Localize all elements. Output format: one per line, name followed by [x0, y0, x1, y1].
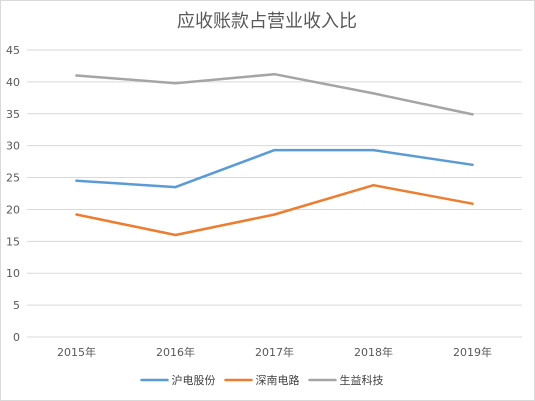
y-tick-label: 30 — [6, 140, 20, 153]
legend-label: 沪电股份 — [172, 373, 216, 387]
y-tick-label: 35 — [6, 108, 20, 121]
y-tick-label: 20 — [6, 203, 20, 216]
y-tick-label: 15 — [6, 235, 20, 248]
x-tick-label: 2015年 — [57, 345, 96, 359]
data-point — [273, 148, 276, 152]
y-tick-label: 10 — [6, 267, 20, 280]
data-point — [174, 81, 177, 85]
y-axis-ticks: 0 5 10 15 20 25 30 35 40 45 — [6, 44, 20, 344]
x-axis-ticks: 2015年 2016年 2017年 2018年 2019年 — [57, 345, 492, 359]
data-point — [372, 92, 375, 95]
data-point — [75, 179, 78, 182]
y-tick-label: 45 — [6, 44, 20, 57]
data-point — [273, 213, 276, 216]
data-point — [273, 73, 276, 76]
data-point — [75, 74, 78, 77]
legend: 沪电股份 深南电路 生益科技 — [140, 373, 384, 387]
gridlines — [27, 49, 522, 338]
data-point — [174, 185, 177, 189]
y-tick-label: 5 — [13, 299, 20, 312]
series-lines — [75, 72, 474, 237]
chart-title: 应收账款占营业收入比 — [177, 11, 357, 32]
data-point — [471, 113, 474, 116]
legend-label: 深南电路 — [256, 374, 300, 387]
data-point — [372, 148, 375, 152]
data-point — [174, 233, 177, 237]
x-tick-label: 2017年 — [255, 345, 294, 359]
legend-label: 生益科技 — [340, 373, 384, 387]
x-tick-label: 2016年 — [156, 345, 195, 359]
y-tick-label: 25 — [6, 172, 20, 185]
data-point — [75, 213, 78, 216]
data-point — [471, 163, 474, 166]
y-tick-label: 0 — [13, 331, 20, 344]
data-point — [372, 184, 375, 187]
y-tick-label: 40 — [6, 76, 20, 89]
x-tick-label: 2018年 — [354, 345, 393, 359]
x-tick-label: 2019年 — [453, 345, 492, 359]
watermark-text: 欧成聊成长股 — [456, 377, 528, 391]
data-point — [471, 202, 474, 205]
